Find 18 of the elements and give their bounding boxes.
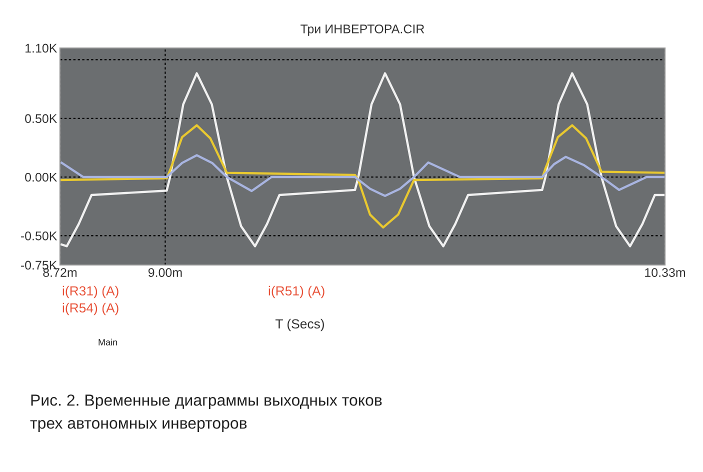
text: Рис. 2. Временные диаграммы выходных токов трех автономных инверторов: [30, 394, 382, 432]
y-tick-label: -0.50K: [20, 231, 58, 240]
y-tick-label: 1.10K: [26, 44, 58, 53]
text: i(R54) (A): [62, 302, 118, 316]
y-tick-label: 0.50K: [25, 114, 58, 124]
x-tick-label: 8.72m: [43, 268, 77, 277]
line-series: [60, 72, 665, 248]
chart-title: Три ИНВЕРТОРА.CIR: [300, 24, 424, 36]
x-axis-title: T (Secs): [275, 318, 324, 332]
line-series: [60, 154, 665, 198]
line-series: [60, 124, 665, 229]
text: Main: [98, 338, 117, 346]
y-tick-label: 0.00K: [25, 172, 58, 182]
text: i(R31) (A): [62, 286, 118, 298]
y-tick-label: -0.75K: [20, 260, 58, 270]
x-tick-label: 9.00m: [148, 268, 182, 277]
text: i(R51) (A): [268, 286, 324, 298]
x-tick-label: 10.33m: [645, 268, 686, 277]
